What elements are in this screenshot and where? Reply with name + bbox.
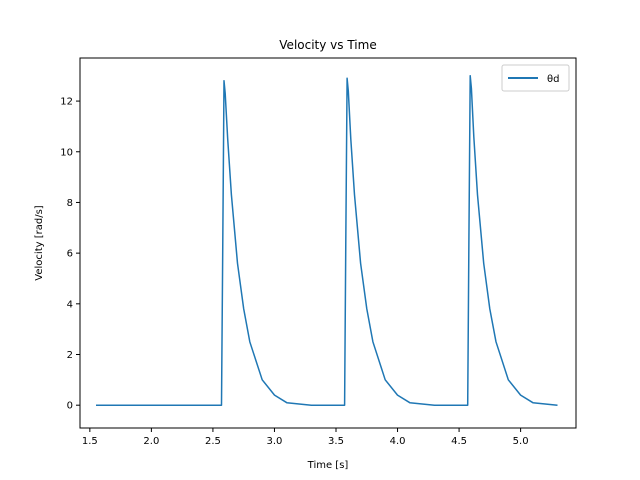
- x-tick-label: 2.0: [143, 436, 159, 447]
- y-tick-label: 2: [67, 350, 73, 361]
- x-axis-label: Time [s]: [307, 460, 349, 471]
- y-axis-ticks: 0 2 4 6 8 10 12: [60, 97, 80, 412]
- x-tick-label: 3.0: [267, 436, 283, 447]
- chart-title: Velocity vs Time: [279, 38, 376, 52]
- x-tick-label: 2.5: [205, 436, 221, 447]
- legend-label: θd: [547, 74, 559, 85]
- y-tick-label: 0: [67, 401, 73, 412]
- x-tick-label: 4.0: [390, 436, 406, 447]
- x-axis-ticks: 1.5 2.0 2.5 3.0 3.5 4.0 4.5 5.0: [82, 428, 529, 447]
- plot-area: [96, 74, 558, 406]
- y-tick-label: 10: [60, 147, 73, 158]
- x-tick-label: 1.5: [82, 436, 98, 447]
- y-tick-label: 8: [67, 198, 73, 209]
- y-axis-label: Velocity [rad/s]: [34, 205, 45, 280]
- legend: θd: [501, 64, 570, 92]
- plot-frame: [79, 57, 577, 429]
- x-tick-label: 3.5: [328, 436, 344, 447]
- y-tick-label: 4: [67, 299, 73, 310]
- y-tick-label: 6: [67, 249, 73, 260]
- y-tick-label: 12: [60, 97, 73, 108]
- series-line-0: [96, 74, 558, 406]
- x-tick-label: 4.5: [451, 436, 467, 447]
- x-tick-label: 5.0: [513, 436, 529, 447]
